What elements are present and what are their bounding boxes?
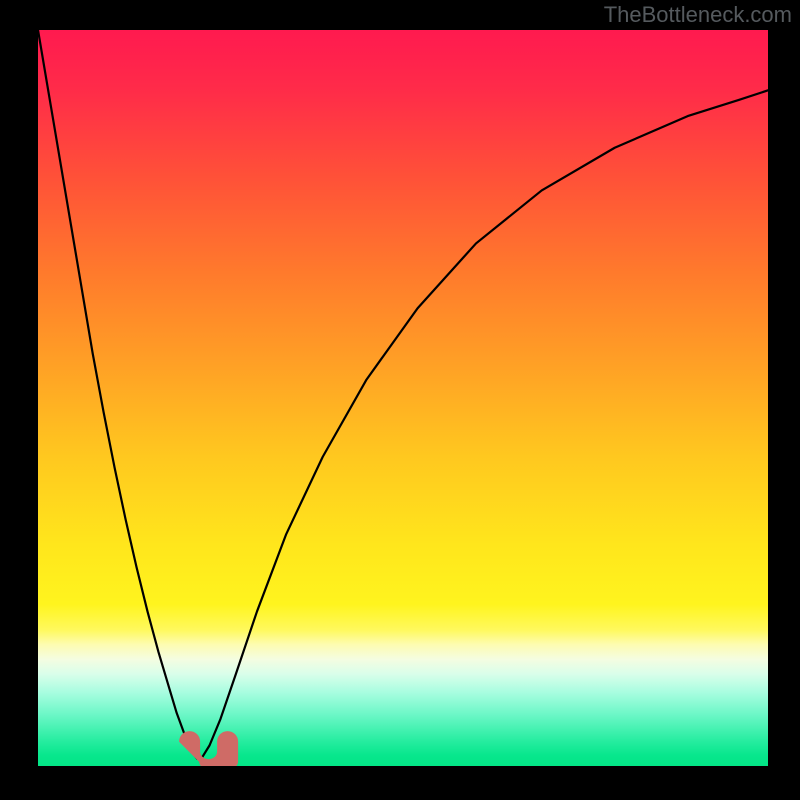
chart-stage: TheBottleneck.com (0, 0, 800, 800)
bottleneck-chart (0, 0, 800, 800)
source-watermark: TheBottleneck.com (604, 2, 792, 28)
plot-area (38, 30, 768, 772)
heat-gradient-background (38, 30, 768, 766)
